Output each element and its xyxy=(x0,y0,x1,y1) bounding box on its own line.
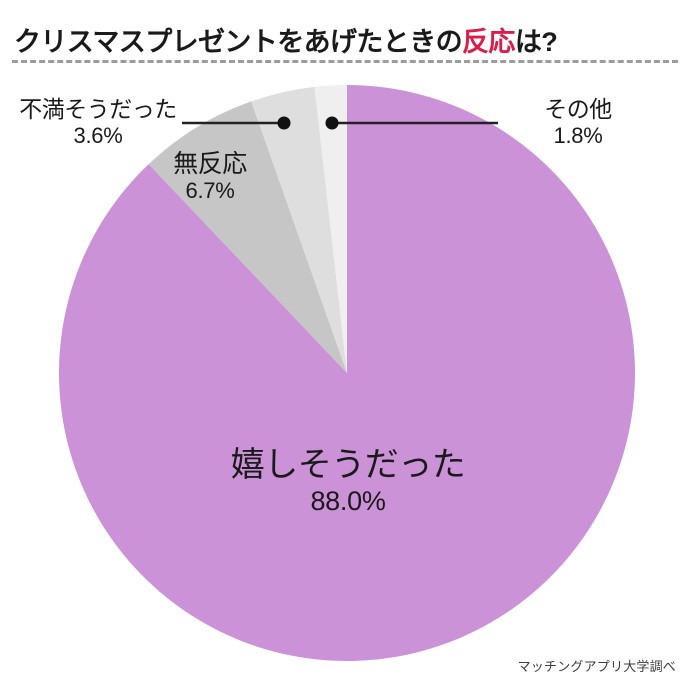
page-title: クリスマスプレゼントをあげたときの反応は? xyxy=(14,27,558,58)
pie-label-unhappy: 不満そうだった 3.6% xyxy=(0,96,218,148)
callout-line-other xyxy=(325,116,498,130)
title-divider xyxy=(12,60,678,63)
pie-label-other: その他 1.8% xyxy=(498,96,658,148)
page-title-suffix: は? xyxy=(514,27,558,58)
pie-slice-no-reaction[interactable] xyxy=(148,101,347,373)
pie-label-no-reaction-value: 6.7% xyxy=(185,178,235,203)
header: クリスマスプレゼントをあげたときの反応は? xyxy=(0,0,690,68)
pie-label-no-reaction-name: 無反応 xyxy=(173,150,247,178)
pie-label-unhappy-name: 不満そうだった xyxy=(19,96,177,122)
source-note: マッチングアプリ大学調べ xyxy=(517,659,676,674)
pie-label-other-value: 1.8% xyxy=(553,122,603,148)
pie-slice-happy[interactable] xyxy=(58,85,635,661)
page-title-prefix: クリスマスプレゼントをあげたときの xyxy=(14,27,463,58)
pie-label-happy-value: 88.0% xyxy=(310,486,386,517)
pie-label-unhappy-value: 3.6% xyxy=(73,122,123,148)
pie-label-no-reaction: 無反応 6.7% xyxy=(120,150,300,204)
pie-label-other-name: その他 xyxy=(544,96,612,122)
pie-label-happy: 嬉しそうだった 88.0% xyxy=(148,446,548,516)
pie-chart: 嬉しそうだった 88.0% 無反応 6.7% 不満そうだった 3.6% その他 … xyxy=(0,60,690,684)
callout-line-unhappy xyxy=(182,116,291,130)
pie-chart-svg xyxy=(58,85,635,661)
pie-slice-other[interactable] xyxy=(314,85,347,373)
pie-slice-unhappy[interactable] xyxy=(251,86,347,373)
pie-label-happy-name: 嬉しそうだった xyxy=(230,446,466,484)
page-title-accent: 反応 xyxy=(462,27,515,58)
